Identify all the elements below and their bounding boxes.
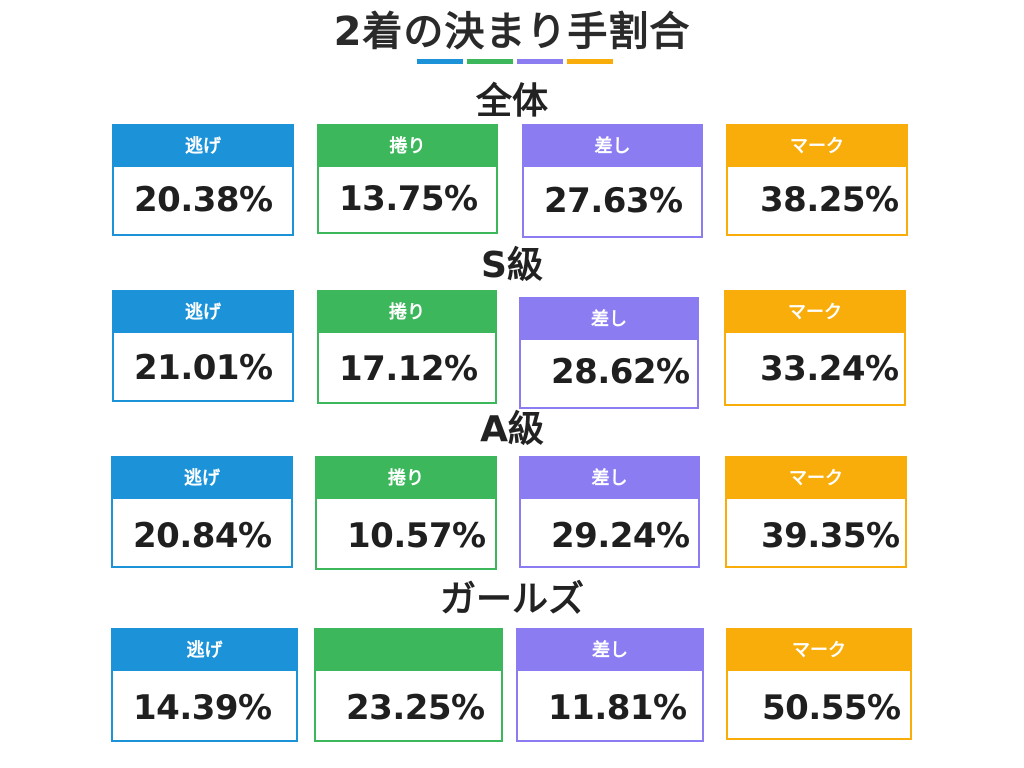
card-label: 差し [524,126,701,167]
card-sashi: 差し 27.63% [522,124,703,238]
card-value: 17.12% [339,349,478,389]
card-value: 10.57% [347,516,486,556]
underline-segment-nige [417,59,463,64]
card-value: 20.38% [134,180,273,220]
card-label: マーク [727,458,905,499]
card-value: 29.24% [551,516,690,556]
card-value: 11.81% [548,688,687,728]
page-title: 2着の決まり手割合 [333,9,691,55]
card-makuri: 捲り 13.75% [317,124,498,234]
card-label: 逃げ [114,126,292,167]
card-mark: マーク 38.25% [726,124,908,236]
card-value: 27.63% [544,181,683,221]
card-label: 逃げ [113,458,291,499]
card-label: 逃げ [114,292,292,333]
card-nige: 逃げ 20.38% [112,124,294,236]
card-label: マーク [728,630,910,671]
card-mark: マーク 33.24% [724,290,906,406]
card-nige: 逃げ 20.84% [111,456,293,568]
card-value: 14.39% [133,688,272,728]
card-label: 差し [518,630,702,671]
card-value: 39.35% [761,516,900,556]
card-label: 捲り [319,126,496,167]
card-sashi: 差し 11.81% [516,628,704,742]
section-title-girls: ガールズ [439,579,584,620]
card-value: 38.25% [760,180,899,220]
card-value: 33.24% [760,349,899,389]
card-nige: 逃げ 14.39% [111,628,298,742]
section-title-a-class: A級 [480,409,544,450]
card-nige: 逃げ 21.01% [112,290,294,402]
card-value: 28.62% [551,352,690,392]
card-value: 50.55% [762,688,901,728]
card-label: 差し [521,299,697,340]
card-value: 23.25% [346,688,485,728]
card-label: 捲り [319,292,495,333]
card-value: 13.75% [339,179,478,219]
card-makuri: 捲り 10.57% [315,456,497,570]
card-mark: マーク 39.35% [725,456,907,568]
card-label: 逃げ [113,630,296,671]
card-sashi: 差し 28.62% [519,297,699,409]
card-label: 捲り [317,458,495,499]
underline-segment-makuri [467,59,513,64]
card-sashi: 差し 29.24% [519,456,700,568]
section-title-s-class: S級 [481,245,543,286]
section-title-overall: 全体 [475,81,548,122]
underline-segment-mark [567,59,613,64]
title-underline [417,59,613,64]
card-label: 差し [521,458,698,499]
card-makuri: 捲り 17.12% [317,290,497,404]
card-value: 21.01% [134,348,273,388]
card-label [316,630,501,671]
card-value: 20.84% [133,516,272,556]
card-label: マーク [726,292,904,333]
underline-segment-sashi [517,59,563,64]
card-makuri: 23.25% [314,628,503,742]
card-label: マーク [728,126,906,167]
card-mark: マーク 50.55% [726,628,912,740]
